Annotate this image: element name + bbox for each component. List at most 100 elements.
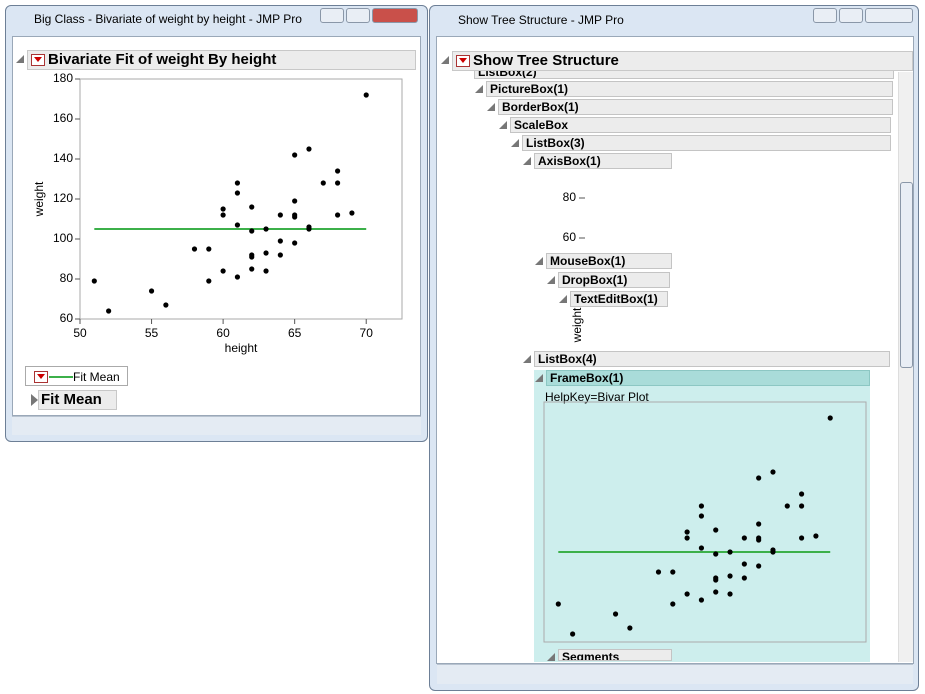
maximize-button[interactable] <box>839 8 863 23</box>
scroll-thumb[interactable] <box>900 182 913 368</box>
point <box>335 180 341 186</box>
y-tick-label: 100 <box>53 231 73 245</box>
point <box>741 561 747 567</box>
point <box>277 252 283 258</box>
point <box>249 204 255 210</box>
disclosure[interactable] <box>31 394 38 406</box>
point <box>148 288 155 294</box>
point <box>277 238 283 244</box>
disclosure[interactable] <box>475 85 483 93</box>
point <box>756 521 762 527</box>
point <box>612 611 619 617</box>
point <box>770 469 776 475</box>
tree-node[interactable]: FrameBox(1) <box>546 370 870 386</box>
disclosure[interactable] <box>535 257 543 265</box>
disclosure[interactable] <box>523 355 531 363</box>
disclosure[interactable] <box>535 374 543 382</box>
point <box>713 577 719 583</box>
tree-node[interactable]: DropBox(1) <box>558 272 670 288</box>
disclosure[interactable] <box>16 55 24 63</box>
tree-node[interactable]: Segments <box>558 649 672 661</box>
point <box>799 491 805 497</box>
outline-header[interactable]: Fit Mean <box>38 390 117 410</box>
point <box>306 146 312 152</box>
point <box>713 551 719 557</box>
point <box>727 549 733 555</box>
point <box>799 503 805 509</box>
point <box>234 190 241 196</box>
point <box>263 268 269 274</box>
tree-node[interactable]: ScaleBox <box>510 117 891 133</box>
point <box>335 212 341 218</box>
y-tick-label: 80 <box>60 271 74 285</box>
axisbox-tick-label: 60 <box>563 230 577 244</box>
y-tick-label: 180 <box>53 71 73 85</box>
y-axis-label: weight <box>32 181 46 217</box>
point <box>306 226 312 232</box>
outline-header[interactable]: Show Tree Structure <box>452 51 913 71</box>
point <box>249 254 255 260</box>
status-bar <box>437 664 913 684</box>
disclosure[interactable] <box>547 653 555 661</box>
legend-label: Fit Mean <box>73 370 120 384</box>
disclosure[interactable] <box>547 276 555 284</box>
outline-title: Bivariate Fit of weight By height <box>48 51 277 68</box>
x-tick-label: 55 <box>145 326 159 340</box>
disclosure[interactable] <box>523 157 531 165</box>
point <box>670 601 676 607</box>
point <box>555 601 561 607</box>
plot-frame <box>543 401 867 643</box>
point <box>335 168 341 174</box>
tree-node[interactable]: TextEditBox(1) <box>570 291 668 307</box>
tree-node[interactable]: PictureBox(1) <box>486 81 893 97</box>
point <box>713 589 719 595</box>
point <box>784 503 790 509</box>
x-axis-label: height <box>225 341 258 355</box>
close-button[interactable] <box>372 8 418 23</box>
disclosure[interactable] <box>487 103 495 111</box>
point <box>206 246 212 252</box>
tree-node[interactable]: MouseBox(1) <box>546 253 672 269</box>
point <box>727 591 733 597</box>
point <box>684 591 690 597</box>
point <box>163 302 169 308</box>
point <box>627 625 633 631</box>
point <box>570 631 576 637</box>
outline-title: Fit Mean <box>41 391 102 408</box>
x-tick-label: 65 <box>288 326 302 340</box>
window-title: Big Class - Bivariate of weight by heigh… <box>34 12 302 26</box>
point <box>698 513 705 519</box>
point <box>684 535 690 541</box>
helpkey: HelpKey=Bivar Plot <box>545 390 649 404</box>
point <box>206 278 212 284</box>
minimize-button[interactable] <box>813 8 837 23</box>
textedit-label: weight <box>570 307 584 343</box>
point <box>727 573 733 579</box>
point <box>827 415 833 421</box>
outline-header[interactable]: Bivariate Fit of weight By height <box>27 50 416 70</box>
tree-node[interactable]: ListBox(4) <box>534 351 890 367</box>
x-tick-label: 60 <box>216 326 230 340</box>
disclosure[interactable] <box>511 139 519 147</box>
point <box>292 152 298 158</box>
tree-node[interactable]: BorderBox(1) <box>498 99 893 115</box>
scrollbar[interactable] <box>898 72 913 662</box>
point <box>292 198 298 204</box>
point <box>770 549 776 555</box>
window-title: Show Tree Structure - JMP Pro <box>458 13 624 27</box>
close-button[interactable] <box>865 8 913 23</box>
tree-node[interactable]: ListBox(3) <box>522 135 891 151</box>
disclosure[interactable] <box>499 121 507 129</box>
disclosure[interactable] <box>441 56 449 64</box>
point <box>263 226 269 232</box>
disclosure[interactable] <box>559 295 567 303</box>
point <box>191 246 198 252</box>
maximize-button[interactable] <box>346 8 370 23</box>
point <box>670 569 676 575</box>
tree-node[interactable]: AxisBox(1) <box>534 153 672 169</box>
minimize-button[interactable] <box>320 8 344 23</box>
y-tick-label: 120 <box>53 191 73 205</box>
y-tick-label: 160 <box>53 111 73 125</box>
